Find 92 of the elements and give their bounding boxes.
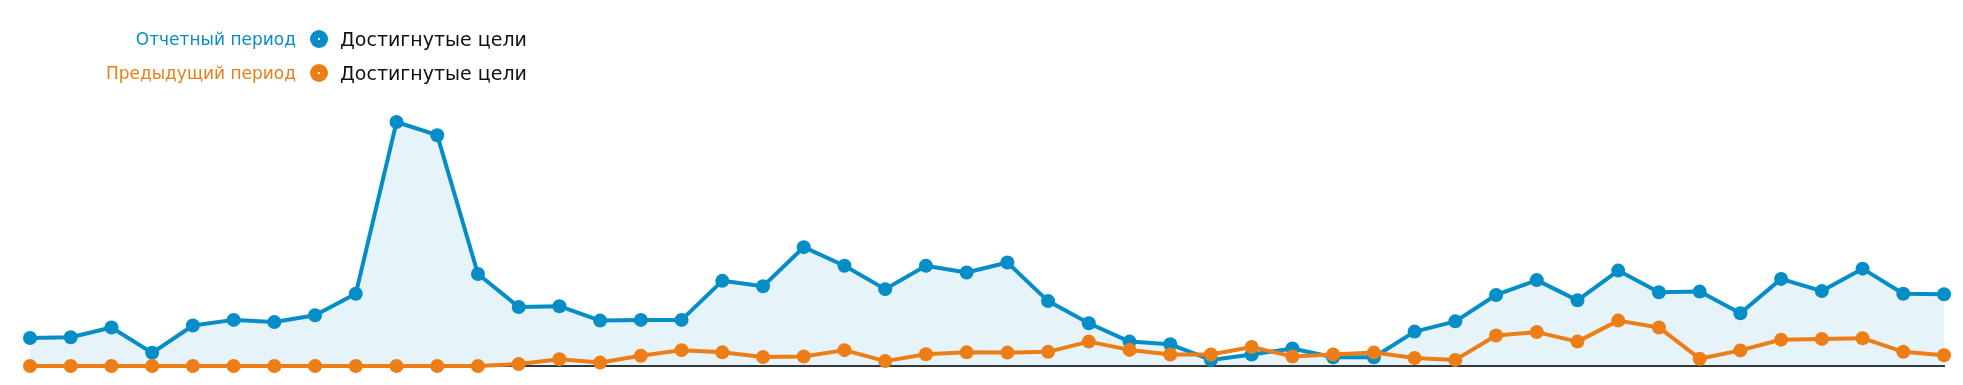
point (104, 359, 119, 373)
point (1000, 345, 1015, 360)
point (878, 354, 893, 369)
point (23, 330, 37, 345)
point (918, 347, 933, 362)
point (674, 343, 689, 358)
point (1896, 344, 1911, 359)
point (1651, 320, 1666, 335)
point (1896, 286, 1911, 301)
point (918, 258, 933, 273)
point (1733, 306, 1748, 321)
point (674, 312, 689, 327)
point (1855, 261, 1870, 276)
point (1611, 313, 1626, 328)
point (756, 349, 771, 364)
point (715, 345, 730, 360)
point (837, 343, 852, 358)
point (430, 128, 445, 143)
point (633, 312, 648, 327)
point (1448, 352, 1463, 367)
point (63, 330, 78, 345)
point (226, 359, 241, 373)
point (1407, 350, 1422, 365)
point (267, 359, 282, 373)
point (470, 359, 485, 373)
point (1122, 342, 1137, 357)
point (1448, 314, 1463, 329)
point (1244, 339, 1259, 354)
point (593, 313, 608, 328)
point (1529, 273, 1544, 288)
point (1937, 287, 1951, 302)
text: Предыдущий период (104, 63, 297, 83)
point (1163, 347, 1178, 362)
point (23, 359, 37, 373)
point (1041, 344, 1056, 359)
point (1529, 325, 1544, 340)
point (1570, 293, 1585, 308)
point (389, 115, 404, 129)
point (1489, 328, 1504, 343)
point (796, 240, 811, 255)
point (185, 318, 200, 333)
point (511, 299, 526, 314)
point (1733, 343, 1748, 358)
point (470, 267, 485, 282)
point (756, 279, 771, 294)
legend-label: Достигнутые цели (340, 62, 527, 84)
point (63, 359, 78, 373)
legend-label: Достигнутые цели (340, 28, 527, 50)
point (104, 320, 119, 335)
point (389, 359, 404, 373)
point (1081, 316, 1096, 331)
point (552, 352, 567, 367)
point (1774, 332, 1789, 347)
point (1366, 345, 1381, 360)
point (185, 359, 200, 373)
point (1814, 284, 1829, 299)
point (308, 359, 323, 373)
point (1855, 331, 1870, 346)
point (348, 286, 363, 301)
point (1774, 271, 1789, 286)
point (430, 359, 445, 373)
point (1692, 284, 1707, 299)
text: Отчетный период (134, 29, 297, 49)
point (959, 265, 974, 280)
point (1814, 331, 1829, 346)
point (593, 355, 608, 370)
point (1407, 324, 1422, 339)
point (1611, 263, 1626, 278)
point (837, 258, 852, 273)
point (1570, 334, 1585, 349)
point (348, 359, 363, 373)
point (1041, 294, 1056, 309)
point (1692, 351, 1707, 366)
point (878, 282, 893, 297)
point (715, 273, 730, 288)
point (1081, 334, 1096, 349)
point (1651, 285, 1666, 300)
point (552, 299, 567, 314)
point (511, 357, 526, 372)
point (796, 349, 811, 364)
point (145, 345, 160, 360)
point (1285, 349, 1300, 364)
point (1203, 347, 1218, 362)
point (145, 359, 160, 373)
point (267, 315, 282, 330)
point (1489, 288, 1504, 302)
point (1937, 348, 1951, 363)
point (308, 308, 323, 323)
point (959, 345, 974, 360)
point (1000, 255, 1015, 270)
point (633, 348, 648, 363)
point (226, 312, 241, 327)
